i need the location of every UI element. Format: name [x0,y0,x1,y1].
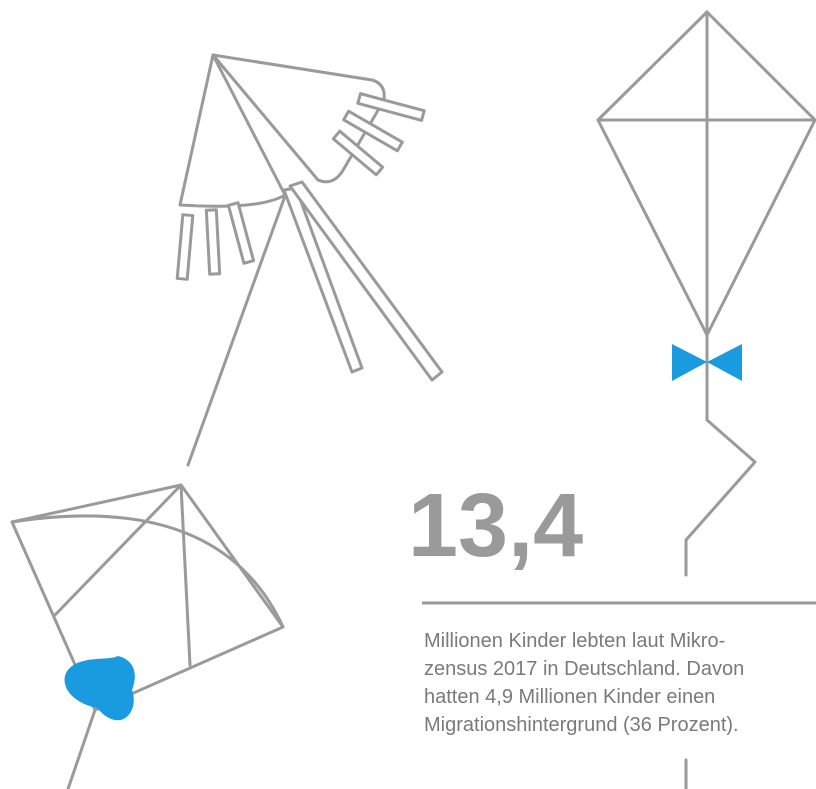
headline-number: 13,4 [408,476,583,576]
kite-heart [10,483,285,789]
kite-triangle [175,53,444,467]
caption-line: hatten 4,9 Millionen Kinder einen [424,686,715,708]
kite-diamond [596,10,816,789]
caption-line: zensus 2017 in Deutschland. Davon [424,658,744,680]
caption-line: Millionen Kinder lebten laut Mikro- [424,630,725,652]
caption-line: Migrationshintergrund (36 Prozent). [424,714,739,736]
